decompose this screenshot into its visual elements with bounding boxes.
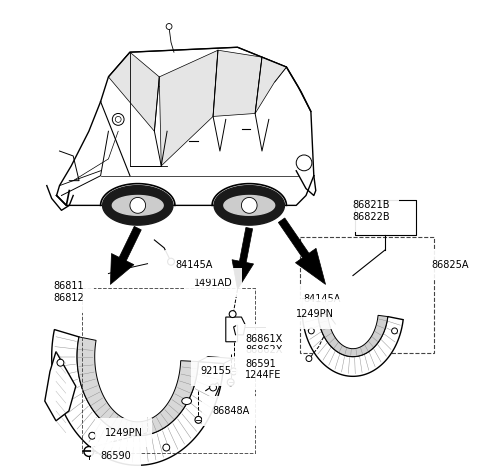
Circle shape [115, 117, 121, 122]
Circle shape [310, 304, 316, 310]
Circle shape [195, 416, 202, 423]
Polygon shape [108, 52, 159, 131]
Circle shape [229, 310, 236, 318]
Text: 86848A: 86848A [212, 406, 249, 416]
Circle shape [227, 379, 234, 386]
Text: 86591
1244FE: 86591 1244FE [245, 358, 282, 380]
Polygon shape [198, 356, 233, 364]
Circle shape [57, 359, 64, 366]
Text: 86590: 86590 [101, 451, 132, 462]
Text: 86861X
86862X: 86861X 86862X [245, 334, 283, 356]
Circle shape [84, 447, 94, 456]
Text: 84145A: 84145A [175, 260, 212, 270]
Circle shape [168, 258, 174, 265]
Polygon shape [103, 186, 173, 225]
Polygon shape [52, 329, 224, 465]
Circle shape [296, 155, 312, 171]
Polygon shape [110, 227, 141, 284]
Circle shape [308, 328, 314, 334]
Circle shape [163, 444, 170, 451]
Polygon shape [232, 228, 253, 290]
Circle shape [210, 384, 216, 391]
Text: 1249PN: 1249PN [296, 309, 334, 319]
Circle shape [89, 432, 96, 439]
Polygon shape [159, 50, 218, 166]
Polygon shape [302, 299, 403, 376]
Circle shape [166, 24, 172, 29]
Text: 86821B
86822B: 86821B 86822B [352, 201, 390, 222]
Polygon shape [255, 57, 287, 113]
Circle shape [306, 356, 312, 362]
Text: 84145A: 84145A [303, 294, 340, 304]
Polygon shape [278, 218, 325, 284]
Polygon shape [112, 195, 163, 215]
Polygon shape [318, 302, 388, 356]
Polygon shape [108, 47, 287, 87]
Text: 86825A: 86825A [431, 260, 468, 270]
Text: 1491AD: 1491AD [194, 277, 232, 288]
Circle shape [392, 328, 397, 334]
Polygon shape [224, 195, 275, 215]
Polygon shape [214, 186, 285, 225]
Polygon shape [130, 198, 145, 213]
Polygon shape [77, 337, 198, 436]
Text: 92155: 92155 [200, 366, 231, 376]
Polygon shape [45, 352, 76, 421]
Ellipse shape [182, 398, 192, 404]
Circle shape [230, 368, 237, 375]
Circle shape [112, 113, 124, 125]
Polygon shape [241, 198, 257, 213]
Polygon shape [226, 317, 245, 342]
Text: 86811
86812: 86811 86812 [54, 282, 84, 303]
Text: 1249PN: 1249PN [105, 428, 143, 438]
Polygon shape [213, 50, 262, 117]
